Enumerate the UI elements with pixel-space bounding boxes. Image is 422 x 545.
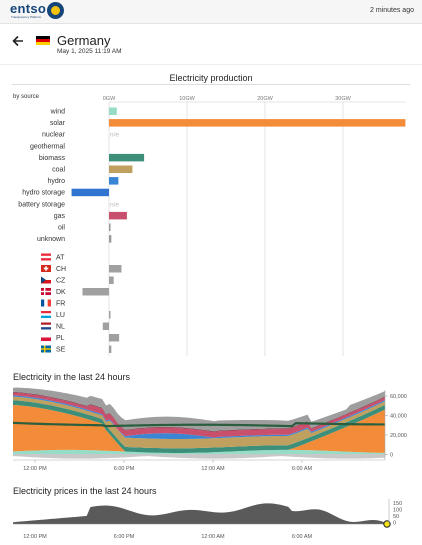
x-tick-label: 6:00 AM (292, 534, 313, 540)
source-label: wind (50, 109, 66, 116)
exchange-label: LU (56, 312, 65, 319)
source-bar (109, 153, 145, 162)
history-title: Electricity in the last 24 hours (13, 372, 131, 382)
back-arrow-icon[interactable] (11, 34, 25, 48)
exchange-bar (109, 345, 112, 353)
production-rule (12, 84, 410, 85)
source-label: hydro storage (22, 190, 65, 197)
no-data-label: n/e (110, 132, 119, 139)
zone-name: Germany (57, 33, 111, 48)
top-bar: entso Transparency Platform 2 minutes ag… (0, 0, 422, 24)
logo-text: entso (10, 1, 47, 16)
y-tick-label: 150 (393, 501, 402, 507)
source-label: solar (50, 120, 66, 127)
history-area-solar (13, 404, 385, 453)
zone-header: Germany May 1, 2025 11:19 AM (0, 30, 422, 62)
history-area-biomass (13, 400, 385, 453)
x-tick-label: 6:00 PM (114, 534, 135, 540)
cz-flag-icon (41, 276, 51, 284)
source-label: nuclear (42, 132, 66, 139)
y-tick-label: 0 (393, 521, 396, 527)
x-tick-label: 12:00 PM (23, 466, 47, 472)
last-updated: 2 minutes ago (370, 7, 414, 14)
history-area-wind (13, 449, 385, 454)
logo-mark-icon (47, 2, 65, 19)
exchange-label: FR (56, 301, 65, 308)
x-tick-label: 12:00 PM (23, 534, 47, 540)
source-bar (109, 165, 133, 173)
exchange-bar (109, 276, 114, 284)
consumption-line (12, 421, 386, 428)
current-price-marker (383, 520, 391, 528)
ch-flag-icon (41, 265, 51, 272)
source-label: hydro (47, 178, 65, 185)
source-bar (109, 177, 119, 185)
y-tick-label: 60,000 (390, 394, 407, 400)
source-label: battery storage (18, 201, 65, 208)
entsoe-logo[interactable]: entso Transparency Platform (10, 1, 65, 21)
y-tick-label: 50 (393, 514, 399, 520)
x-tick-label: 10GW (179, 96, 195, 102)
source-bar (71, 188, 109, 197)
price-area (13, 503, 385, 524)
exchange-label: CH (56, 266, 66, 273)
exchange-label: DK (56, 289, 66, 296)
x-tick-label: 30GW (335, 96, 351, 102)
prices-title: Electricity prices in the last 24 hours (13, 486, 157, 496)
exchange-label: CZ (56, 278, 66, 285)
se-flag-icon (41, 345, 51, 353)
de-flag-icon (36, 36, 50, 45)
history-area-imports (13, 387, 385, 432)
no-data-label: n/e (110, 201, 119, 208)
x-tick-label: 0GW (103, 96, 116, 102)
source-label: coal (52, 167, 65, 174)
source-label: unknown (37, 236, 65, 243)
by-source-label: by source (13, 94, 40, 100)
history-area-coal (13, 396, 385, 449)
exchange-label: AT (56, 255, 65, 262)
exchange-bar (109, 334, 120, 342)
exchange-bar (109, 311, 111, 319)
source-label: geothermal (30, 143, 65, 150)
y-tick-label: 40,000 (390, 414, 407, 420)
source-bar (109, 235, 112, 243)
source-label: gas (54, 213, 66, 220)
exchange-label: PL (56, 335, 65, 342)
y-tick-label: 20,000 (390, 433, 407, 439)
pl-flag-icon (40, 333, 52, 341)
production-chart: 0GW 10GW 20GW 30GW wind solar nuclear n/e geothe… (18, 96, 406, 356)
zone-datetime: May 1, 2025 11:19 AM (57, 48, 122, 55)
logo-tagline: Transparency Platform (11, 15, 42, 19)
at-flag-icon (41, 253, 51, 261)
source-bar (109, 211, 127, 220)
x-tick-label: 6:00 AM (292, 466, 313, 472)
exchange-bar (102, 322, 109, 330)
source-bar (109, 107, 117, 115)
y-tick-label: 0 (390, 453, 393, 459)
x-tick-label: 12:00 AM (201, 534, 225, 540)
x-tick-label: 20GW (257, 96, 273, 102)
exchange-bar (109, 265, 122, 273)
lu-flag-icon (41, 311, 51, 318)
header-divider (0, 64, 422, 65)
exchange-bar (82, 288, 109, 296)
dk-flag-icon (41, 288, 51, 295)
exchange-label: SE (56, 347, 66, 354)
nl-flag-icon (41, 322, 51, 330)
x-tick-label: 6:00 PM (114, 466, 135, 472)
x-tick-label: 12:00 AM (201, 466, 225, 472)
source-label: oil (58, 225, 65, 232)
history-chart[interactable]: 12:00 PM 6:00 PM 12:00 AM 6:00 AM 60,000 40,0… (0, 384, 422, 476)
exchange-label: NL (56, 324, 65, 331)
y-tick-label: 100 (393, 508, 402, 514)
history-area-exports (13, 454, 385, 459)
source-bar (109, 223, 111, 231)
fr-flag-icon (41, 299, 51, 307)
source-label: biomass (39, 155, 66, 162)
source-bar (109, 119, 406, 127)
production-title: Electricity production (169, 73, 253, 83)
